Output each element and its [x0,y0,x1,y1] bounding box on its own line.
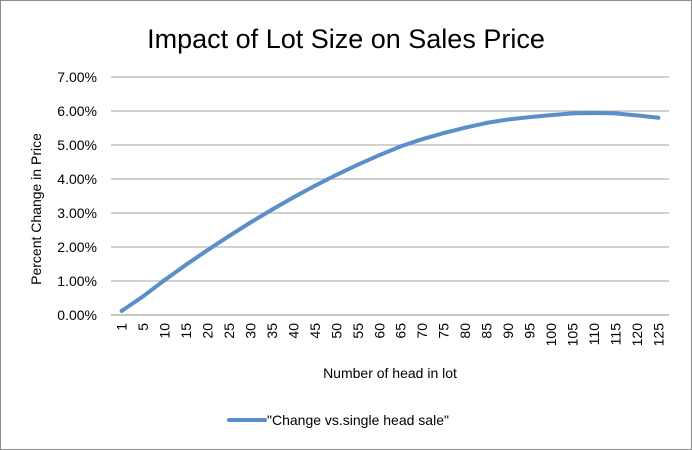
series-layer [119,111,661,313]
y-tick-label: 7.00% [57,69,97,85]
data-point [355,162,360,167]
x-tick-label: 45 [307,323,323,339]
data-point [119,308,124,313]
x-tick-label: 125 [650,323,666,347]
data-point [248,220,253,225]
data-point [484,120,489,125]
x-tick-label: 55 [350,323,366,339]
data-point [141,294,146,299]
x-tick-label: 30 [243,323,259,339]
y-tick-label: 5.00% [57,137,97,153]
data-point [548,113,553,118]
x-tick-label: 70 [414,323,430,339]
data-point [205,248,210,253]
series-line [119,111,661,313]
x-tick-label: 90 [500,323,516,339]
x-tick-label: 120 [629,323,645,347]
x-tick-label: 80 [457,323,473,339]
x-tick-label: 95 [522,323,538,339]
data-point [506,117,511,122]
data-point [656,115,661,120]
x-tick-label: 75 [436,323,452,339]
y-tick-label: 6.00% [57,103,97,119]
x-tick-label: 15 [178,323,194,339]
legend: "Change vs.single head sale" [227,412,449,428]
data-point [570,111,575,116]
data-point [334,172,339,177]
y-axis-ticks: 0.00% 1.00% 2.00% 3.00% 4.00% 5.00% 6.00% 7.00% [57,69,97,323]
data-point [227,234,232,239]
y-tick-label: 4.00% [57,171,97,187]
x-axis-title: Number of head in lot [323,365,457,381]
x-tick-label: 35 [264,323,280,339]
data-point [613,111,618,116]
x-tick-label: 25 [221,323,237,339]
x-tick-label: 5 [135,323,151,331]
y-tick-label: 2.00% [57,239,97,255]
data-point [527,115,532,120]
x-tick-label: 65 [393,323,409,339]
x-tick-label: 20 [200,323,216,339]
y-axis-title: Percent Change in Price [28,133,44,285]
y-tick-label: 0.00% [57,307,97,323]
x-tick-label: 85 [479,323,495,339]
x-tick-label: 10 [157,323,173,339]
data-point [398,144,403,149]
data-point [420,137,425,142]
data-point [269,207,274,212]
x-tick-label: 115 [607,323,623,346]
gridlines [111,76,669,316]
x-tick-label: 105 [564,323,580,347]
x-tick-label: 60 [371,323,387,339]
chart-title: Impact of Lot Size on Sales Price [147,24,545,54]
data-point [634,113,639,118]
x-tick-label: 100 [543,323,559,347]
legend-label: "Change vs.single head sale" [267,412,449,428]
data-point [441,131,446,136]
y-tick-label: 1.00% [57,273,97,289]
y-tick-label: 3.00% [57,205,97,221]
x-tick-label: 1 [114,323,130,331]
x-tick-label: 110 [586,323,602,346]
data-point [291,195,296,200]
data-point [463,125,468,130]
x-axis-ticks: 1 5 10 15 20 25 30 35 40 45 50 55 60 65 70 75 80 85 90 95 10… [114,323,667,347]
data-point [162,277,167,282]
data-point [377,153,382,158]
data-point [184,262,189,267]
x-tick-label: 50 [328,323,344,339]
x-tick-label: 40 [285,323,301,339]
data-point [312,183,317,188]
data-point [591,111,596,116]
